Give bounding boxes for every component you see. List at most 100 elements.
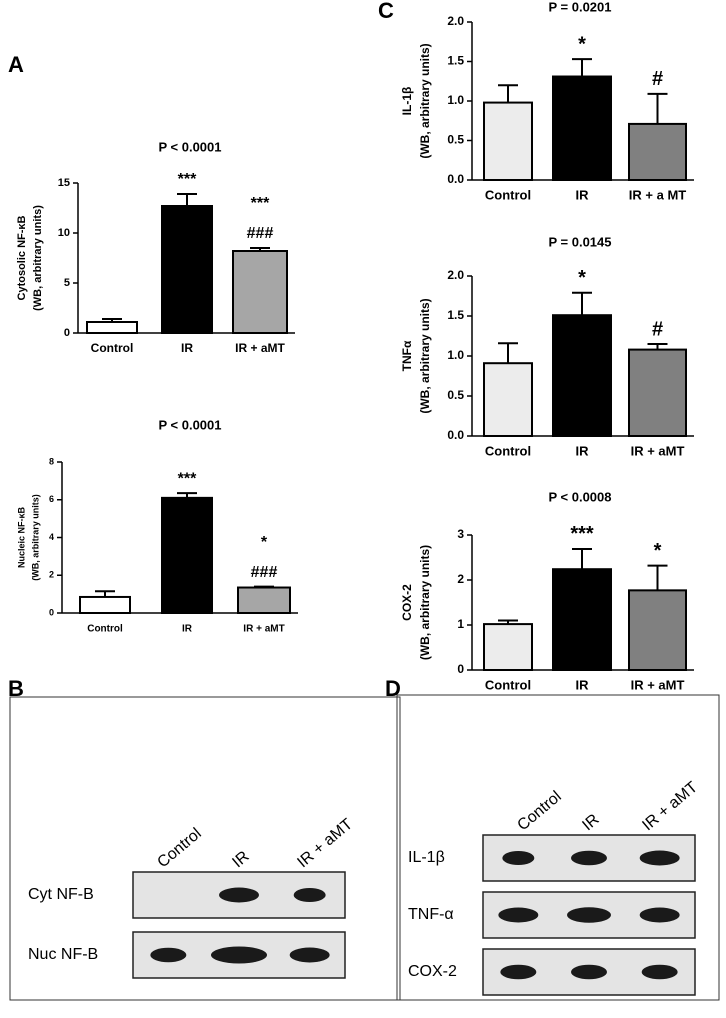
y-axis-label: Cytosolic NF-κB bbox=[16, 215, 28, 300]
x-tick-label: Control bbox=[485, 187, 531, 202]
blot-band bbox=[293, 888, 326, 902]
bar bbox=[628, 122, 687, 182]
y-axis-label: (WB, arbitrary units) bbox=[418, 298, 432, 413]
panel-label: C bbox=[378, 0, 394, 23]
bar bbox=[483, 101, 533, 181]
bar bbox=[161, 205, 213, 334]
x-tick-label: IR bbox=[576, 443, 590, 458]
blot-band bbox=[639, 907, 680, 923]
y-tick-label: 0.5 bbox=[447, 388, 464, 402]
significance-mark: *** bbox=[570, 523, 594, 545]
chart-title: P < 0.0001 bbox=[158, 417, 221, 432]
y-tick-label: 2.0 bbox=[447, 14, 464, 28]
y-tick-label: 2.0 bbox=[447, 268, 464, 282]
y-tick-label: 1.5 bbox=[447, 308, 464, 322]
blot-row-label: Cyt NF-B bbox=[28, 886, 94, 903]
bar bbox=[161, 496, 213, 614]
blot-band bbox=[219, 887, 259, 903]
y-tick-label: 1.0 bbox=[447, 93, 464, 107]
significance-mark: * bbox=[654, 540, 662, 562]
significance-mark: * bbox=[261, 534, 268, 551]
x-tick-label: IR + aMT bbox=[631, 443, 685, 458]
chart-title: P = 0.0145 bbox=[548, 234, 611, 249]
y-axis-label: (WB, arbitrary units) bbox=[418, 43, 432, 158]
significance-mark: *** bbox=[178, 470, 197, 487]
y-axis-label: TNFα bbox=[400, 340, 414, 371]
bar bbox=[552, 568, 612, 672]
bar bbox=[552, 314, 612, 438]
significance-mark: * bbox=[578, 33, 586, 55]
x-tick-label: IR bbox=[576, 677, 590, 692]
y-axis-label: IL-1β bbox=[400, 87, 414, 116]
x-tick-label: IR bbox=[576, 187, 590, 202]
bar bbox=[483, 362, 533, 438]
blot-column-label: IR + aMT bbox=[294, 816, 356, 872]
y-axis-label: (WB, arbitrary units) bbox=[32, 205, 44, 311]
x-tick-label: IR + aMT bbox=[243, 624, 284, 635]
y-tick-label: 0.0 bbox=[447, 172, 464, 186]
bar bbox=[552, 75, 612, 181]
blot-column-label: IR + aMT bbox=[639, 779, 701, 835]
y-tick-label: 0.5 bbox=[447, 133, 464, 147]
blot-row-label: COX-2 bbox=[408, 963, 457, 980]
y-tick-label: 3 bbox=[457, 527, 464, 541]
blot-band bbox=[571, 964, 607, 980]
bar bbox=[483, 623, 533, 671]
x-tick-label: Control bbox=[91, 341, 134, 355]
bar bbox=[79, 595, 131, 614]
y-tick-label: 2 bbox=[457, 572, 464, 586]
y-tick-label: 0 bbox=[64, 327, 70, 339]
significance-mark: ### bbox=[247, 225, 274, 242]
y-axis-label: (WB, arbitrary units) bbox=[418, 545, 432, 660]
blot-band bbox=[571, 850, 607, 866]
blot-band bbox=[289, 947, 330, 963]
y-axis-label: (WB, arbitrary units) bbox=[30, 494, 40, 581]
y-tick-label: 0 bbox=[457, 662, 464, 676]
blot-band bbox=[500, 964, 537, 980]
bar bbox=[86, 321, 138, 334]
blot-row-label: IL-1β bbox=[408, 849, 445, 866]
y-tick-label: 15 bbox=[58, 177, 70, 189]
x-tick-label: IR + a MT bbox=[629, 187, 686, 202]
x-tick-label: IR bbox=[181, 341, 193, 355]
blot-band bbox=[498, 907, 539, 923]
chart-title: P = 0.0201 bbox=[548, 0, 611, 14]
y-tick-label: 5 bbox=[64, 277, 70, 289]
panel-label: A bbox=[8, 52, 24, 77]
x-tick-label: Control bbox=[87, 624, 123, 635]
significance-mark: *** bbox=[178, 171, 197, 188]
y-tick-label: 6 bbox=[49, 494, 54, 504]
chart-title: P < 0.0001 bbox=[158, 139, 221, 154]
blot-band bbox=[567, 907, 611, 923]
blot-column-label: Control bbox=[154, 825, 204, 871]
blot-band bbox=[502, 851, 535, 865]
y-tick-label: 2 bbox=[49, 570, 54, 580]
x-tick-label: IR + aMT bbox=[631, 677, 685, 692]
panel-label: B bbox=[8, 676, 24, 701]
blot-column-label: IR bbox=[579, 811, 602, 834]
x-tick-label: Control bbox=[485, 443, 531, 458]
significance-mark: # bbox=[652, 318, 663, 340]
bar bbox=[232, 250, 288, 334]
blot-frame bbox=[9, 696, 401, 1001]
chart-title: P < 0.0008 bbox=[548, 489, 611, 504]
y-axis-label: COX-2 bbox=[400, 584, 414, 621]
y-tick-label: 1.0 bbox=[447, 348, 464, 362]
blot-band bbox=[641, 964, 678, 980]
bar bbox=[628, 348, 687, 438]
blot-frame bbox=[396, 694, 720, 1001]
significance-mark: * bbox=[578, 267, 586, 289]
y-axis-label: Nucleic NF-κB bbox=[16, 506, 26, 568]
blot-band bbox=[150, 947, 187, 963]
y-tick-label: 8 bbox=[49, 456, 54, 466]
y-tick-label: 10 bbox=[58, 227, 70, 239]
y-tick-label: 1.5 bbox=[447, 54, 464, 68]
blot-column-label: Control bbox=[514, 788, 564, 834]
bar bbox=[237, 586, 291, 614]
x-tick-label: IR bbox=[182, 624, 193, 635]
x-tick-label: Control bbox=[485, 677, 531, 692]
significance-mark: ### bbox=[251, 564, 278, 581]
y-tick-label: 0.0 bbox=[447, 428, 464, 442]
blot-column-label: IR bbox=[229, 848, 252, 871]
